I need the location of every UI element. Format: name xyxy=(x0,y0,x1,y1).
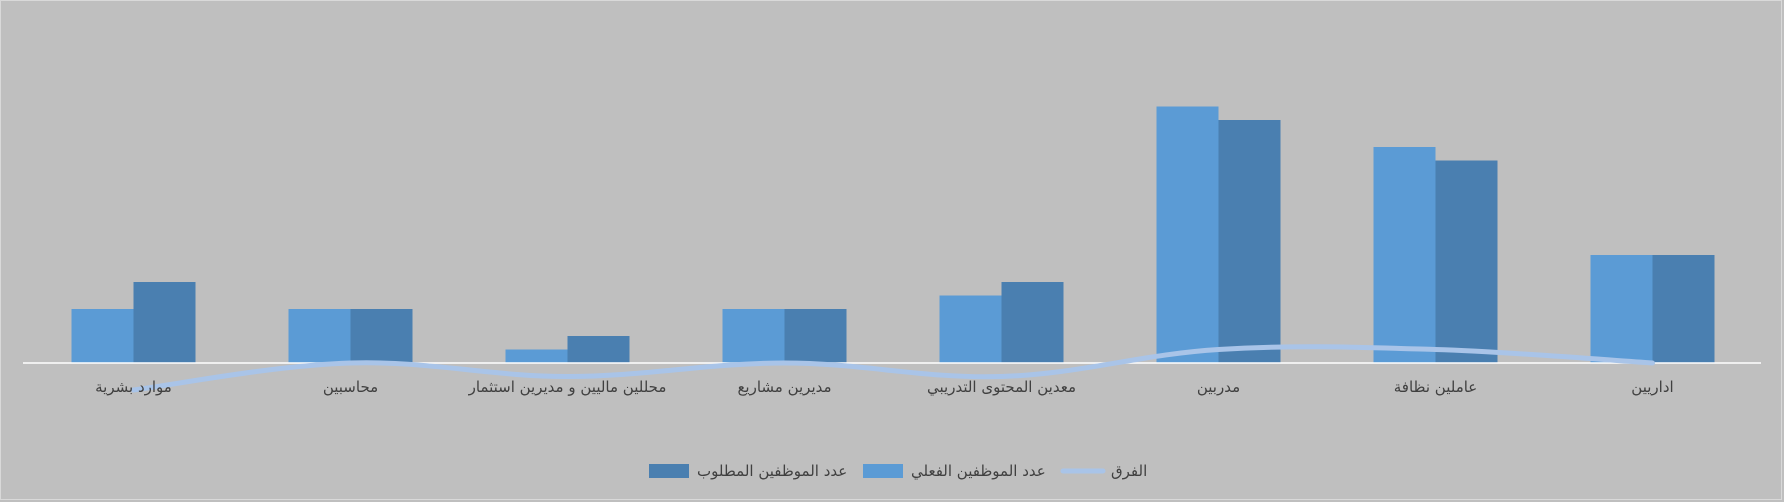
category-label-7: موارد بشرية xyxy=(95,378,172,396)
legend: عدد الموظفين المطلوب عدد الموظفين الفعلي ا… xyxy=(649,462,1147,481)
bar-actual-2 xyxy=(1156,106,1219,363)
legend-swatch-required xyxy=(649,464,689,478)
legend-label-required: عدد الموظفين المطلوب xyxy=(697,462,847,480)
legend-label-actual: عدد الموظفين الفعلي xyxy=(911,462,1046,481)
bar-actual-4 xyxy=(722,309,785,363)
bar-required-0 xyxy=(1652,255,1715,363)
bar-actual-0 xyxy=(1590,255,1653,363)
bars-layer xyxy=(71,106,1715,363)
difference-line-layer xyxy=(131,344,1655,393)
legend-swatch-actual xyxy=(863,464,903,478)
bar-required-4 xyxy=(784,309,847,363)
category-label-6: محاسبين xyxy=(323,378,378,396)
bar-actual-3 xyxy=(939,295,1002,363)
category-label-3: معدين المحتوى التدريبي xyxy=(927,378,1076,397)
category-label-2: مدربين xyxy=(1197,378,1240,396)
bar-required-6 xyxy=(350,309,413,363)
bar-required-3 xyxy=(1001,282,1064,363)
category-label-0: اداريين xyxy=(1631,378,1673,396)
bar-actual-6 xyxy=(288,309,351,363)
bar-actual-7 xyxy=(71,309,134,363)
legend-label-difference: الفرق xyxy=(1111,462,1147,480)
bar-actual-5 xyxy=(505,349,568,363)
difference-line xyxy=(131,344,1655,393)
category-label-4: مديرين مشاريع xyxy=(737,378,831,396)
bar-actual-1 xyxy=(1373,147,1436,363)
bar-required-1 xyxy=(1435,160,1498,363)
category-label-5: محللين ماليين و مديرين استثمار xyxy=(468,378,667,396)
bar-required-5 xyxy=(567,336,630,363)
bar-required-2 xyxy=(1218,120,1281,363)
bar-required-7 xyxy=(133,282,196,363)
category-label-1: عاملين نظافة xyxy=(1394,378,1478,396)
category-labels: اداريين عاملين نظافة مدربين معدين المحتوى ا… xyxy=(95,378,1674,397)
